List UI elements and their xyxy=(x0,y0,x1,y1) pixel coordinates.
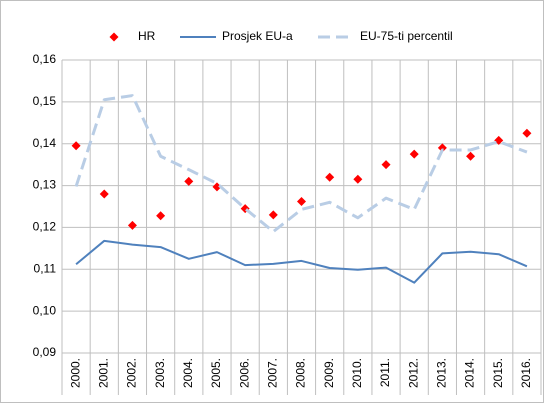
data-point xyxy=(437,143,447,153)
data-point xyxy=(381,160,391,170)
y-tick-label: 0,09 xyxy=(33,345,57,359)
legend-marker xyxy=(109,32,119,42)
x-tick-label: 2014. xyxy=(463,358,477,388)
x-tick-label: 2010. xyxy=(350,358,364,388)
x-tick-label: 2008. xyxy=(294,358,308,388)
legend-label: HR xyxy=(138,29,156,43)
data-point xyxy=(156,211,166,221)
data-point xyxy=(325,172,335,182)
x-tick-label: 2000. xyxy=(68,358,82,388)
x-tick-label: 2011. xyxy=(378,358,392,387)
data-point xyxy=(522,128,532,138)
data-point xyxy=(297,196,306,206)
x-tick-label: 2015. xyxy=(491,358,505,388)
x-tick-label: 2009. xyxy=(322,358,336,388)
legend-label: Prosjek EU-a xyxy=(222,29,293,43)
x-tick-label: 2005. xyxy=(209,358,223,388)
data-point xyxy=(212,182,222,192)
data-point xyxy=(184,176,194,186)
data-point xyxy=(409,149,419,159)
y-tick-label: 0,12 xyxy=(33,220,57,234)
data-point xyxy=(127,220,137,230)
y-tick-label: 0,14 xyxy=(33,136,57,150)
legend-label: EU-75-ti percentil xyxy=(360,29,453,43)
y-tick-label: 0,16 xyxy=(33,52,57,66)
data-point xyxy=(71,141,81,151)
x-tick-label: 2012. xyxy=(406,358,420,388)
x-tick-label: 2004. xyxy=(181,358,195,388)
data-point xyxy=(466,151,476,161)
y-tick-label: 0,13 xyxy=(33,178,57,192)
y-tick-label: 0,10 xyxy=(33,303,57,317)
x-tick-label: 2007. xyxy=(265,358,279,388)
y-tick-label: 0,11 xyxy=(34,261,57,275)
series-line xyxy=(75,239,528,284)
data-point xyxy=(268,210,278,220)
series-line xyxy=(74,94,528,234)
x-tick-label: 2006. xyxy=(237,358,251,388)
x-tick-label: 2016. xyxy=(519,358,533,388)
data-point xyxy=(353,174,363,184)
x-tick-label: 2003. xyxy=(153,358,167,388)
x-tick-label: 2001. xyxy=(96,358,110,388)
x-tick-label: 2013. xyxy=(435,358,449,388)
x-tick-label: 2002. xyxy=(125,358,139,388)
data-point xyxy=(99,189,109,199)
y-tick-label: 0,15 xyxy=(33,94,57,108)
